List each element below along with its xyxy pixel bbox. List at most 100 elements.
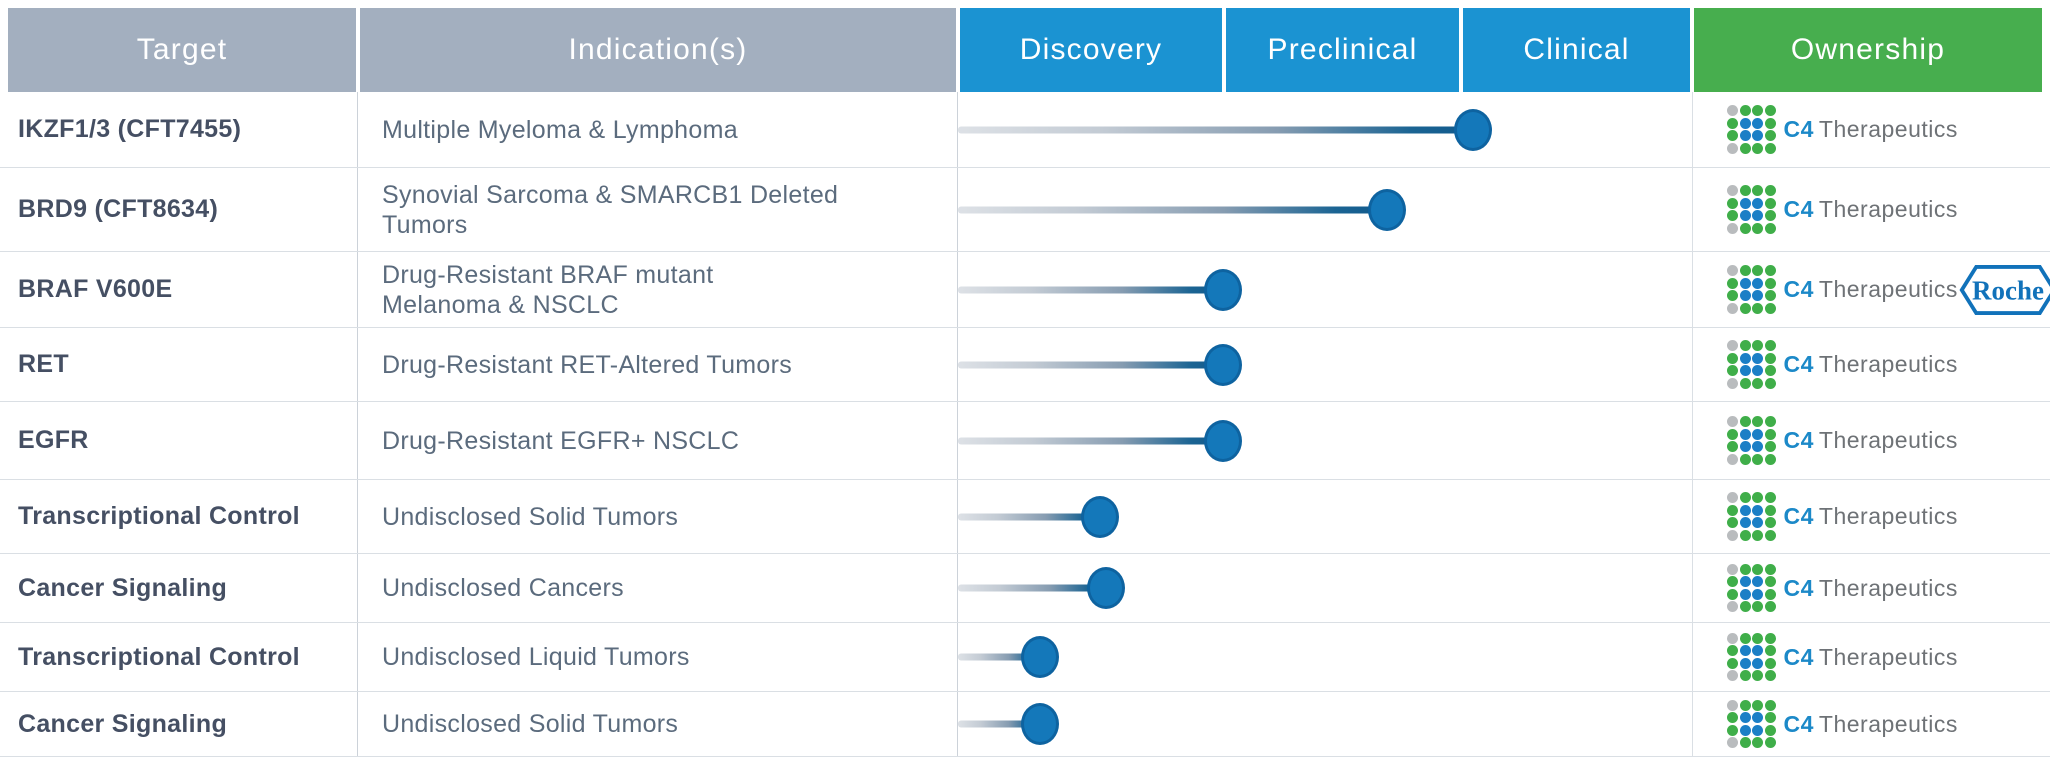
c4-therapeutics-logo: C4 Therapeutics bbox=[1727, 632, 1958, 682]
target-label: BRAF V600E bbox=[0, 252, 358, 327]
ownership-cell: C4 Therapeutics bbox=[1692, 554, 2050, 622]
progress-line bbox=[958, 720, 1041, 728]
stage-track bbox=[958, 168, 1692, 251]
c4-therapeutics-logo: C4 Therapeutics bbox=[1727, 492, 1958, 541]
progress-dot bbox=[1203, 419, 1242, 462]
table-row: IKZF1/3 (CFT7455) Multiple Myeloma & Lym… bbox=[0, 92, 2050, 168]
progress-line bbox=[958, 286, 1223, 293]
progress-line bbox=[958, 126, 1474, 133]
stage-track bbox=[958, 402, 1692, 479]
c4-logo-therapeutics-text: Therapeutics bbox=[1818, 643, 1958, 670]
c4-logo-text: C4 bbox=[1783, 574, 1814, 601]
roche-label: Roche bbox=[1972, 275, 2044, 305]
c4-therapeutics-logo: C4 Therapeutics bbox=[1727, 699, 1958, 749]
c4-logo-dots-icon bbox=[1727, 416, 1776, 465]
stage-track bbox=[958, 480, 1692, 553]
c4-logo-dots-icon bbox=[1727, 265, 1776, 314]
progress-dot bbox=[1081, 495, 1120, 538]
progress-bar bbox=[958, 692, 1060, 756]
table-row: Transcriptional Control Undisclosed Liqu… bbox=[0, 623, 2050, 692]
indication-label: Undisclosed Solid Tumors bbox=[358, 692, 958, 756]
progress-bar bbox=[958, 252, 1242, 327]
column-header-clinical: Clinical bbox=[1463, 8, 1690, 92]
indication-label: Undisclosed Liquid Tumors bbox=[358, 623, 958, 691]
progress-line bbox=[958, 513, 1101, 520]
progress-bar bbox=[958, 480, 1120, 553]
ownership-cell: C4 Therapeutics bbox=[1692, 480, 2050, 553]
progress-bar bbox=[958, 168, 1407, 251]
ownership-cell: C4 Therapeutics bbox=[1692, 402, 2050, 479]
c4-logo-dots-icon bbox=[1727, 632, 1776, 682]
progress-bar bbox=[958, 623, 1060, 691]
target-label: EGFR bbox=[0, 402, 358, 479]
ownership-cell: C4 Therapeutics Roche bbox=[1692, 252, 2050, 327]
roche-logo: Roche bbox=[1959, 264, 2050, 315]
target-label: Transcriptional Control bbox=[0, 480, 358, 553]
c4-logo-therapeutics-text: Therapeutics bbox=[1818, 116, 1958, 142]
indication-label: Synovial Sarcoma & SMARCB1 Deleted Tumor… bbox=[358, 168, 958, 251]
target-label: RET bbox=[0, 328, 358, 401]
c4-logo-therapeutics-text: Therapeutics bbox=[1818, 574, 1958, 601]
table-row: Cancer Signaling Undisclosed Solid Tumor… bbox=[0, 692, 2050, 757]
indication-label: Undisclosed Cancers bbox=[358, 554, 958, 622]
roche-hexagon-icon bbox=[1959, 264, 2050, 315]
table-row: Transcriptional Control Undisclosed Soli… bbox=[0, 480, 2050, 554]
table-row: RET Drug-Resistant RET-Altered Tumors C4… bbox=[0, 328, 2050, 402]
progress-dot bbox=[1368, 188, 1407, 231]
target-label: BRD9 (CFT8634) bbox=[0, 168, 358, 251]
target-label: Transcriptional Control bbox=[0, 623, 358, 691]
c4-logo-dots-icon bbox=[1727, 340, 1776, 389]
c4-logo-dots-icon bbox=[1727, 699, 1776, 749]
ownership-cell: C4 Therapeutics bbox=[1692, 328, 2050, 401]
table-row: BRAF V600E Drug-Resistant BRAF mutant Me… bbox=[0, 252, 2050, 328]
pipeline-table-body: IKZF1/3 (CFT7455) Multiple Myeloma & Lym… bbox=[0, 92, 2050, 757]
column-header-ownership: Ownership bbox=[1694, 8, 2042, 92]
target-label: IKZF1/3 (CFT7455) bbox=[0, 92, 358, 167]
progress-line bbox=[958, 653, 1041, 661]
c4-therapeutics-logo: C4 Therapeutics bbox=[1727, 105, 1958, 154]
column-header-discovery: Discovery bbox=[960, 8, 1222, 92]
c4-therapeutics-logo: C4 Therapeutics bbox=[1727, 265, 1958, 314]
ownership-cell: C4 Therapeutics bbox=[1692, 168, 2050, 251]
table-row: BRD9 (CFT8634) Synovial Sarcoma & SMARCB… bbox=[0, 168, 2050, 252]
c4-logo-text: C4 bbox=[1783, 276, 1814, 302]
progress-line bbox=[958, 361, 1223, 368]
c4-logo-therapeutics-text: Therapeutics bbox=[1818, 351, 1958, 377]
c4-logo-dots-icon bbox=[1727, 492, 1776, 541]
progress-dot bbox=[1454, 108, 1493, 151]
stage-track bbox=[958, 623, 1692, 691]
c4-logo-therapeutics-text: Therapeutics bbox=[1818, 427, 1958, 453]
c4-logo-text: C4 bbox=[1783, 503, 1814, 529]
progress-bar bbox=[958, 328, 1242, 401]
progress-line bbox=[958, 206, 1388, 213]
column-header-indications: Indication(s) bbox=[360, 8, 956, 92]
stage-track bbox=[958, 328, 1692, 401]
c4-therapeutics-logo: C4 Therapeutics bbox=[1727, 340, 1958, 389]
table-row: EGFR Drug-Resistant EGFR+ NSCLC C4 Thera… bbox=[0, 402, 2050, 480]
indication-label: Undisclosed Solid Tumors bbox=[358, 480, 958, 553]
c4-logo-therapeutics-text: Therapeutics bbox=[1818, 276, 1958, 302]
indication-label: Drug-Resistant EGFR+ NSCLC bbox=[358, 402, 958, 479]
c4-logo-text: C4 bbox=[1783, 427, 1814, 453]
indication-label: Drug-Resistant RET-Altered Tumors bbox=[358, 328, 958, 401]
indication-label: Drug-Resistant BRAF mutant Melanoma & NS… bbox=[358, 252, 958, 327]
c4-logo-dots-icon bbox=[1727, 563, 1776, 613]
c4-therapeutics-logo: C4 Therapeutics bbox=[1727, 563, 1958, 613]
indication-label: Multiple Myeloma & Lymphoma bbox=[358, 92, 958, 167]
progress-dot bbox=[1087, 567, 1126, 609]
c4-logo-therapeutics-text: Therapeutics bbox=[1818, 710, 1958, 737]
c4-logo-therapeutics-text: Therapeutics bbox=[1818, 196, 1958, 222]
c4-logo-text: C4 bbox=[1783, 710, 1814, 737]
ownership-cell: C4 Therapeutics bbox=[1692, 692, 2050, 756]
progress-bar bbox=[958, 554, 1126, 622]
progress-bar bbox=[958, 92, 1493, 167]
progress-line bbox=[958, 584, 1107, 592]
progress-bar bbox=[958, 402, 1242, 479]
ownership-cell: C4 Therapeutics bbox=[1692, 92, 2050, 167]
c4-logo-therapeutics-text: Therapeutics bbox=[1818, 503, 1958, 529]
progress-dot bbox=[1021, 703, 1060, 745]
column-header-preclinical: Preclinical bbox=[1226, 8, 1459, 92]
stage-track bbox=[958, 692, 1692, 756]
target-label: Cancer Signaling bbox=[0, 692, 358, 756]
